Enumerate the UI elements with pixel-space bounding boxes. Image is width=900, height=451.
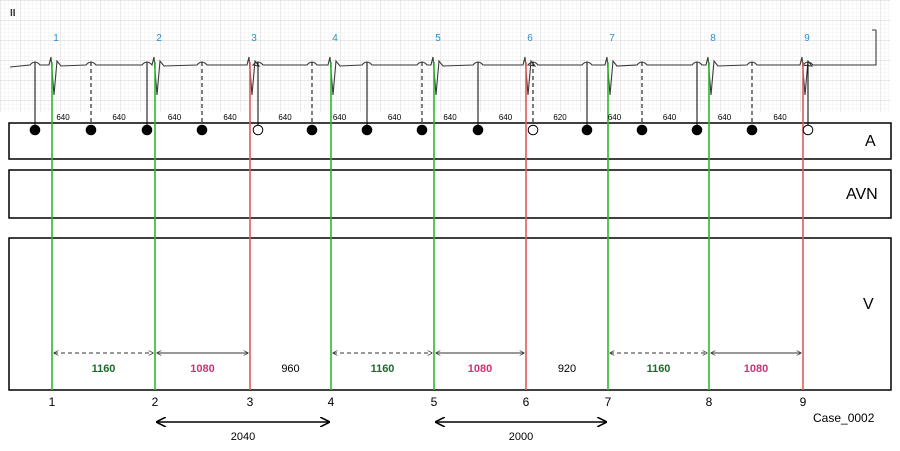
atrial-markers — [29, 124, 814, 136]
beat-lines — [51, 62, 804, 390]
row-label-avn: AVN — [846, 186, 878, 203]
v-interval-label: 1080 — [190, 363, 214, 375]
lane-avn — [8, 169, 892, 219]
atrial-solid-marker — [472, 124, 484, 136]
atrial-open-marker — [527, 124, 539, 136]
v-interval-label: 960 — [281, 363, 299, 375]
case-label: Case_0002 — [813, 411, 875, 425]
beat-top-label: 6 — [527, 33, 533, 44]
atrial-interval-label: 640 — [223, 113, 237, 122]
atrial-solid-marker — [29, 124, 41, 136]
atrial-solid-marker — [85, 124, 97, 136]
beat-bottom-label: 8 — [706, 395, 713, 409]
beat-top-label: 9 — [804, 33, 810, 44]
atrial-intervals: 640 640 640 640 640 640 640 640 640 620 640 640 640 6… — [56, 113, 787, 122]
atrial-interval-label: 640 — [333, 113, 347, 122]
atrial-solid-marker — [141, 124, 153, 136]
v-interval-label: 920 — [558, 363, 576, 375]
atrial-interval-label: 640 — [718, 113, 732, 122]
atrial-interval-label: 640 — [443, 113, 457, 122]
v-interval-label: 1080 — [468, 363, 492, 375]
atrial-interval-label: 640 — [388, 113, 402, 122]
beat-bottom-label: 2 — [152, 395, 159, 409]
cycle-spans: 2040 2000 — [157, 422, 606, 443]
beat-top-label: 4 — [332, 33, 338, 44]
v-interval-label: 1160 — [647, 363, 671, 375]
beat-bottom-label: 6 — [523, 395, 530, 409]
beat-bottom-labels: 1 2 3 4 5 6 7 8 9 — [49, 395, 807, 409]
atrial-stems — [34, 62, 809, 125]
atrial-solid-marker — [746, 124, 758, 136]
atrial-open-marker — [252, 124, 264, 136]
beat-bottom-label: 5 — [431, 395, 438, 409]
atrial-interval-label: 640 — [663, 113, 677, 122]
beat-top-label: 3 — [251, 33, 257, 44]
atrial-interval-label: 640 — [112, 113, 126, 122]
ecg-strip-background — [0, 0, 890, 112]
row-label-v: V — [863, 296, 874, 313]
ecg-trace — [9, 29, 877, 96]
lead-label: II — [10, 8, 16, 19]
beat-bottom-label: 7 — [605, 395, 612, 409]
v-intervals: 1160 1080 960 1160 1080 920 1160 1080 — [54, 353, 801, 375]
beat-bottom-label: 9 — [800, 395, 807, 409]
atrial-interval-label: 640 — [773, 113, 787, 122]
v-interval-label: 1080 — [744, 363, 768, 375]
lane-v — [8, 237, 892, 391]
beat-top-label: 5 — [435, 33, 441, 44]
beat-bottom-label: 3 — [247, 395, 254, 409]
lane-a — [8, 122, 892, 160]
atrial-interval-label: 640 — [499, 113, 513, 122]
atrial-solid-marker — [196, 124, 208, 136]
atrial-interval-label: 640 — [608, 113, 622, 122]
atrial-solid-marker — [361, 124, 373, 136]
beat-bottom-label: 1 — [49, 395, 56, 409]
atrial-solid-marker — [416, 124, 428, 136]
beat-top-label: 8 — [710, 33, 716, 44]
beat-bottom-label: 4 — [328, 395, 335, 409]
atrial-interval-label: 640 — [168, 113, 182, 122]
atrial-solid-marker — [691, 124, 703, 136]
beat-top-label: 2 — [156, 33, 162, 44]
atrial-interval-label: 640 — [278, 113, 292, 122]
v-interval-label: 1160 — [371, 363, 395, 375]
beat-top-label: 7 — [609, 33, 615, 44]
cycle-label: 2000 — [509, 431, 533, 443]
cycle-label: 2040 — [231, 431, 255, 443]
atrial-solid-marker — [306, 124, 318, 136]
atrial-interval-label: 620 — [553, 113, 567, 122]
atrial-solid-marker — [581, 124, 593, 136]
beat-top-labels: 1 2 3 4 5 6 7 8 9 — [53, 33, 810, 44]
beat-top-label: 1 — [53, 33, 59, 44]
row-label-a: A — [865, 133, 876, 150]
atrial-solid-marker — [636, 124, 648, 136]
atrial-open-marker — [802, 124, 814, 136]
atrial-interval-label: 640 — [56, 113, 70, 122]
v-interval-label: 1160 — [92, 363, 116, 375]
